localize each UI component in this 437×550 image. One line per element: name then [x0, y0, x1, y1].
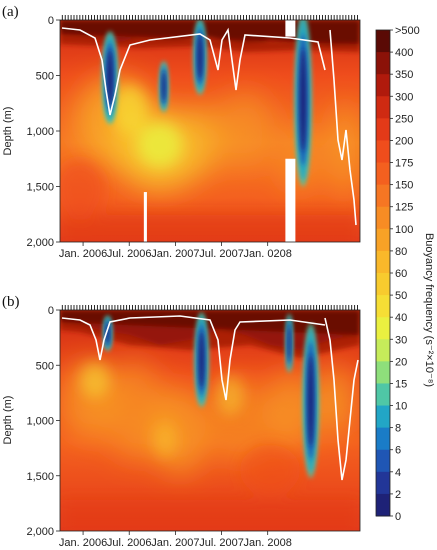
convection-patch	[193, 18, 207, 95]
convection-patch	[103, 315, 112, 351]
x-tick-label: Jul. 2006	[107, 537, 152, 549]
colorbar-swatch	[376, 428, 390, 451]
colorbar: >500400350300250200175150125100806050403…	[376, 25, 435, 523]
panel-b-label: (b)	[2, 294, 20, 310]
colorbar-label: 200	[395, 135, 413, 147]
patch-core	[300, 48, 307, 151]
panel-a-ylabel: Depth (m)	[2, 107, 14, 156]
colorbar-label: 300	[395, 91, 413, 103]
y-tick-label: 1,500	[26, 471, 54, 483]
colorbar-label: >500	[395, 25, 420, 37]
panel-a: (a)	[2, 4, 360, 260]
patch-core	[198, 34, 203, 79]
colorbar-labels: >500400350300250200175150125100806050403…	[390, 25, 420, 523]
colorbar-title: Buoyancy frequency (s⁻²×10⁻⁸)	[423, 233, 435, 387]
y-tick-label: 0	[48, 15, 54, 27]
panel-a-x-axis: Jan. 2006 Jul. 2006 Jan. 2007 Jul. 2007 Jan.…	[59, 242, 292, 260]
panel-b-ylabel: Depth (m)	[2, 396, 14, 445]
y-tick-label: 1,500	[26, 182, 54, 194]
x-tick-label: Jan. 2008	[244, 537, 292, 549]
colorbar-label: 20	[395, 356, 407, 368]
patch-core	[288, 325, 291, 360]
x-tick-label: Jul. 2006	[107, 248, 152, 260]
colorbar-swatch	[376, 229, 390, 252]
panel-a-profile-ticks	[62, 15, 357, 20]
colorbar-swatch	[376, 52, 390, 75]
colorbar-label: 80	[395, 246, 407, 258]
panel-a-heatmap	[55, 13, 360, 245]
panel-a-y-axis: 0 500 1,000 1,500 2,000	[26, 15, 60, 249]
colorbar-swatch	[376, 140, 390, 163]
colorbar-swatch	[376, 185, 390, 208]
convection-patch	[302, 323, 319, 478]
colorbar-swatch	[376, 295, 390, 318]
y-tick-label: 1,000	[26, 126, 54, 138]
colorbar-swatch	[376, 317, 390, 340]
colorbar-swatch	[376, 361, 390, 384]
panel-b-profile-ticks	[62, 305, 357, 310]
convection-patch	[194, 312, 209, 407]
colorbar-swatch	[376, 383, 390, 406]
y-tick-label: 500	[36, 71, 54, 83]
y-tick-label: 2,000	[26, 526, 54, 538]
data-gap	[144, 192, 147, 242]
colorbar-swatch	[376, 406, 390, 429]
colorbar-label: 0	[395, 511, 401, 523]
colorbar-swatch	[376, 163, 390, 186]
colorbar-swatch	[376, 450, 390, 473]
panel-a-label: (a)	[2, 4, 19, 20]
panel-b-y-axis: 0 500 1,000 1,500 2,000	[26, 305, 60, 538]
x-tick-label: Jan. 2006	[59, 537, 107, 549]
x-tick-label: Jan. 0208	[244, 248, 292, 260]
colorbar-label: 50	[395, 290, 407, 302]
data-gap	[285, 20, 295, 37]
colorbar-swatch	[376, 207, 390, 230]
panel-b: (b)	[2, 294, 360, 549]
colorbar-swatch	[376, 251, 390, 274]
colorbar-label: 4	[395, 467, 401, 479]
colorbar-label: 10	[395, 401, 407, 413]
panel-b-heatmap	[60, 310, 360, 535]
patch-core	[199, 331, 204, 388]
convection-patch	[159, 61, 168, 113]
colorbar-label: 8	[395, 423, 401, 435]
x-tick-label: Jan. 2006	[59, 248, 107, 260]
colorbar-swatch	[376, 472, 390, 495]
colorbar-swatch	[376, 30, 390, 53]
colorbar-swatch	[376, 339, 390, 362]
colorbar-swatch	[376, 74, 390, 97]
colorbar-swatch	[376, 494, 390, 517]
x-tick-label: Jan. 2007	[151, 248, 199, 260]
colorbar-label: 175	[395, 158, 413, 170]
colorbar-label: 40	[395, 312, 407, 324]
y-tick-label: 1,000	[26, 416, 54, 428]
colorbar-label: 30	[395, 334, 407, 346]
colorbar-label: 150	[395, 180, 413, 192]
colorbar-label: 350	[395, 69, 413, 81]
panel-b-x-axis: Jan. 2006 Jul. 2006 Jan. 2007 Jul. 2007 Jan.…	[59, 531, 292, 549]
colorbar-swatch	[376, 273, 390, 296]
colorbar-swatch	[376, 96, 390, 119]
colorbar-swatch	[376, 118, 390, 141]
colorbar-label: 60	[395, 268, 407, 280]
colorbar-label: 15	[395, 378, 407, 390]
y-tick-label: 0	[48, 305, 54, 317]
colorbar-label: 100	[395, 224, 413, 236]
x-tick-label: Jan. 2007	[151, 537, 199, 549]
y-tick-label: 500	[36, 360, 54, 372]
patch-core	[308, 355, 314, 447]
x-tick-label: Jul. 2007	[199, 537, 244, 549]
colorbar-label: 6	[395, 445, 401, 457]
colorbar-blocks	[376, 30, 390, 517]
patch-core	[162, 71, 165, 102]
colorbar-label: 125	[395, 202, 413, 214]
x-tick-label: Jul. 2007	[199, 248, 244, 260]
y-tick-label: 2,000	[26, 237, 54, 249]
convection-patch	[286, 313, 293, 373]
colorbar-label: 2	[395, 489, 401, 501]
colorbar-label: 250	[395, 113, 413, 125]
colorbar-label: 400	[395, 47, 413, 59]
data-gap	[285, 159, 295, 242]
